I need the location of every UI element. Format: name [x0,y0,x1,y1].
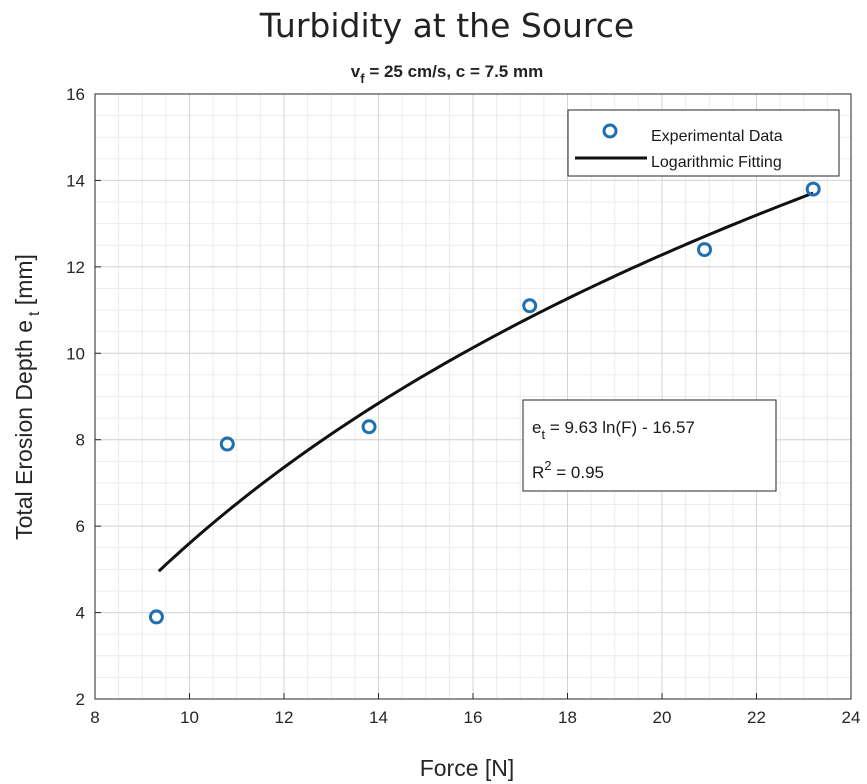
y-tick-label: 12 [66,258,85,277]
data-point [522,298,538,314]
fit-curve-line [157,191,814,573]
y-tick-label: 14 [66,171,85,190]
legend-label-experimental: Experimental Data [651,128,783,145]
legend: Experimental Data Logarithmic Fitting [567,109,840,177]
x-tick-label: 18 [558,708,577,727]
y-axis-label-subscript: t [26,311,43,316]
x-tick-label: 8 [90,708,99,727]
x-tick-label: 10 [180,708,199,727]
chart-title: Turbidity at the Source [259,6,634,45]
annotation-eq-main: e [532,418,541,437]
y-axis: 2 4 6 8 10 12 14 16 [66,85,101,709]
legend-box [567,109,840,177]
x-axis-label: Force [N] [420,755,515,781]
annotation-eq-rest: = 9.63 ln(F) - 16.57 [545,418,695,437]
x-tick-label: 14 [369,708,388,727]
annotation-equation: et = 9.63 ln(F) - 16.57 [532,418,695,442]
fit-annotation: et = 9.63 ln(F) - 16.57 R2 = 0.95 [522,399,777,492]
x-tick-label: 20 [653,708,672,727]
x-tick-label: 22 [747,708,766,727]
subtitle-v: v [351,62,361,81]
data-point [361,419,377,435]
legend-label-fit: Logarithmic Fitting [651,154,782,171]
y-tick-label: 4 [76,604,85,623]
data-point [148,609,164,625]
subtitle-rest: = 25 cm/s, c = 7.5 mm [365,62,544,81]
y-axis-label-main: Total Erosion Depth e [11,320,37,540]
x-axis: 8 10 12 14 16 18 20 22 24 [90,693,860,727]
y-tick-label: 10 [66,344,85,363]
annotation-r2-main: R [532,463,544,482]
x-tick-label: 24 [842,708,861,727]
y-tick-label: 6 [76,517,85,536]
data-points [148,181,821,625]
x-tick-label: 16 [464,708,483,727]
y-axis-label-unit: [mm] [11,254,37,312]
y-tick-label: 8 [76,431,85,450]
x-tick-label: 12 [275,708,294,727]
legend-marker-scatter [602,123,618,139]
chart-subtitle: vf = 25 cm/s, c = 7.5 mm [351,62,543,86]
data-point [697,242,713,258]
y-axis-label: Total Erosion Depth e t [mm] [11,254,43,540]
y-tick-label: 2 [76,690,85,709]
subtitle-v-subscript: f [360,71,365,86]
annotation-r-squared: R2 = 0.95 [532,458,604,482]
annotation-r2-superscript: 2 [544,458,551,473]
data-point [219,436,235,452]
annotation-eq-subscript: t [541,427,545,442]
annotation-box [522,399,777,492]
y-tick-label: 16 [66,85,85,104]
data-point [805,181,821,197]
annotation-r2-rest: = 0.95 [552,463,604,482]
